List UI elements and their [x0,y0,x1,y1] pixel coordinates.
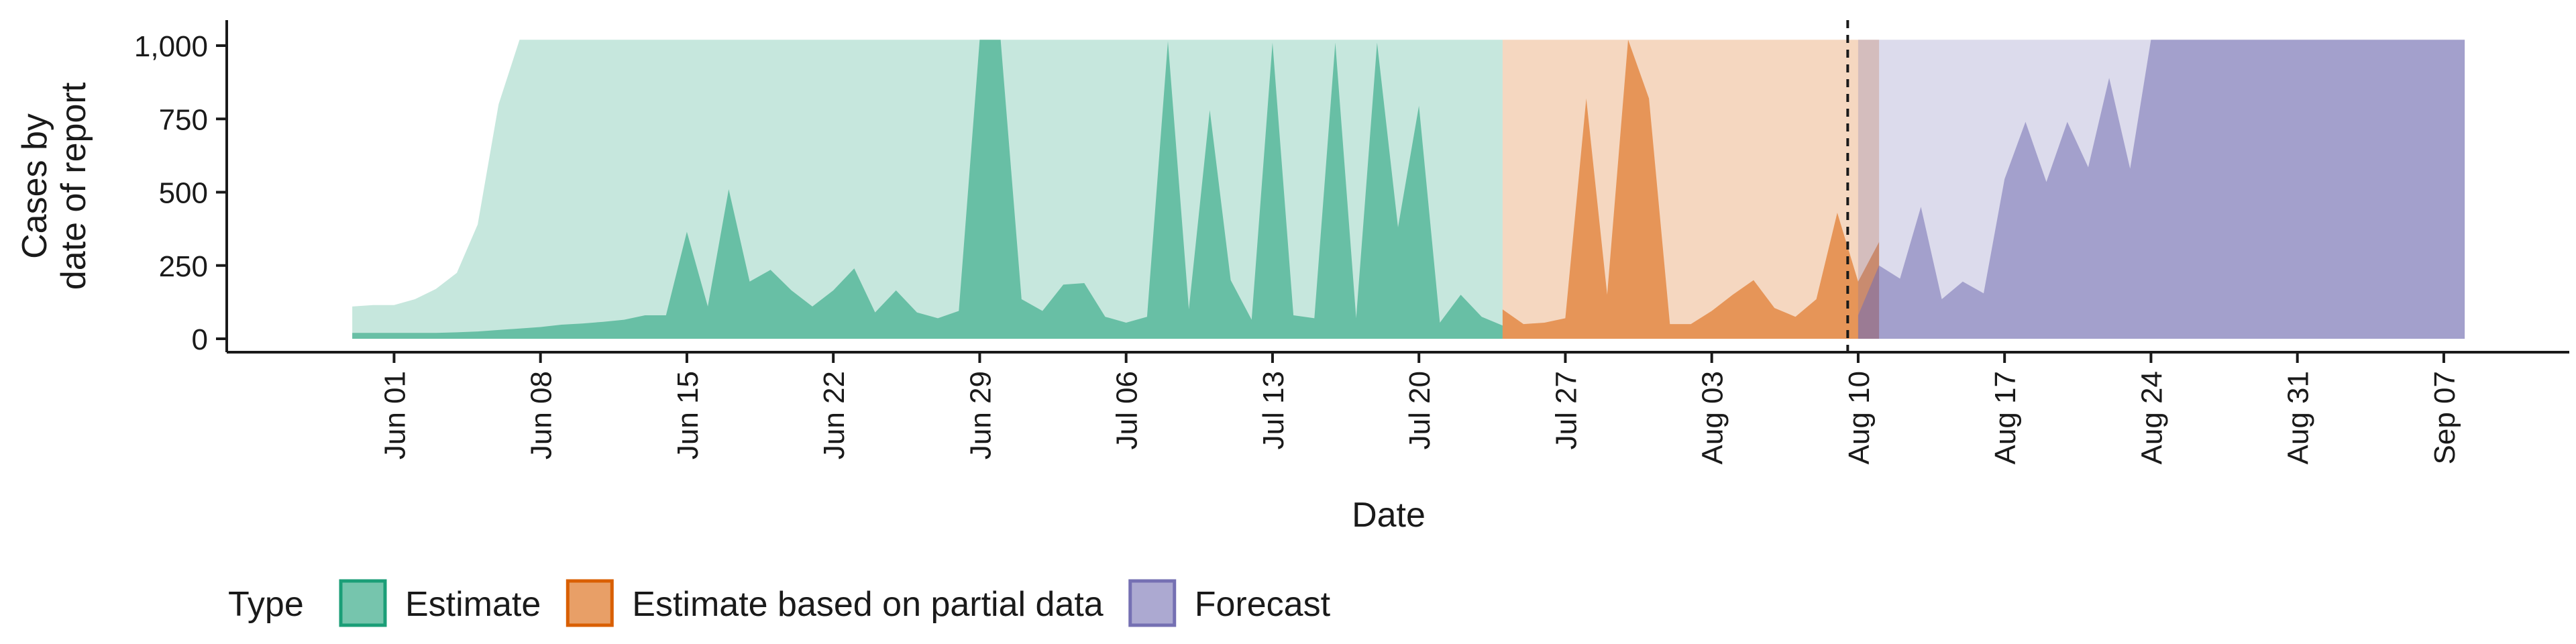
x-tick-label: Jul 27 [1550,371,1582,449]
y-axis-label: Cases bydate of report [15,82,93,290]
legend-swatch-estimate-based-on-partial-data [566,579,614,627]
plot-areas [352,40,2465,339]
y-tick-label: 1,000 [134,30,208,63]
axes: 0 250 500 750 1,000 Jun 01 Jun 08 Jun 15 Jun 22… [134,20,2569,464]
x-tick-label: Aug 17 [1989,371,2022,464]
x-axis-ticks: Jun 01 Jun 08 Jun 15 Jun 22 Jun 29 Jul 06 Jul … [378,352,2461,464]
legend-label-forecast: Forecast [1195,585,1331,624]
x-tick-label: Aug 10 [1843,371,1876,464]
legend-swatch-estimate [339,579,387,627]
y-axis-label-line: date of report [54,82,93,290]
y-tick-label: 250 [159,250,208,283]
x-tick-label: Aug 24 [2135,371,2168,464]
y-axis-ticks: 0 250 500 750 1,000 [134,30,227,356]
y-tick-label: 0 [192,323,208,356]
y-tick-label: 750 [159,103,208,136]
x-tick-label: Jun 01 [378,371,411,460]
x-tick-label: Jun 08 [525,371,558,460]
x-tick-label: Jul 20 [1403,371,1436,449]
y-tick-label: 500 [159,177,208,210]
legend: Type Estimate Estimate based on partial d… [228,579,1331,627]
x-tick-label: Aug 31 [2282,371,2315,464]
legend-label-estimate: Estimate [405,585,541,624]
legend-title: Type [228,585,304,624]
x-tick-label: Aug 03 [1697,371,1729,464]
x-tick-label: Jul 13 [1257,371,1290,449]
x-axis-label: Date [1352,496,1426,535]
forecast-median-area [1858,40,2465,339]
x-tick-label: Jul 06 [1111,371,1144,449]
x-tick-label: Jun 22 [818,371,851,460]
x-tick-label: Jun 29 [964,371,997,460]
estimate-median-area [352,40,1503,339]
legend-swatch-forecast [1128,579,1177,627]
estimate-based-on-partial-data-median-area [1502,40,1880,339]
legend-label-estimate-based-on-partial-data: Estimate based on partial data [632,585,1104,624]
x-tick-label: Jun 15 [672,371,704,460]
x-tick-label: Sep 07 [2428,371,2461,464]
y-axis-label-line: Cases by [15,113,54,259]
